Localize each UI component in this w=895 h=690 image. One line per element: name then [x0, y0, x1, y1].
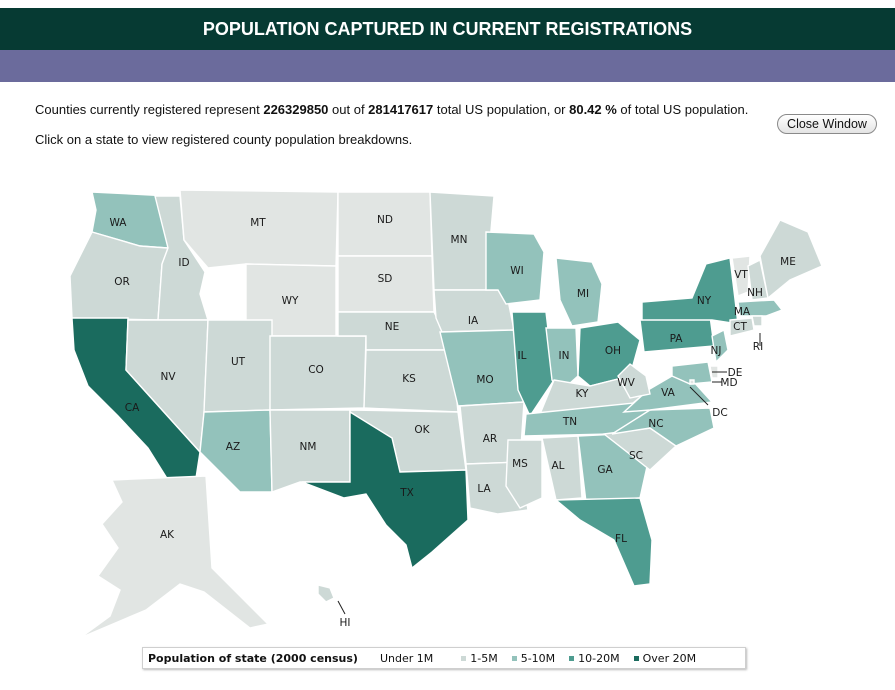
state-label-de: DE — [728, 367, 743, 379]
state-nm[interactable] — [269, 409, 351, 493]
sub-header-bar — [0, 50, 895, 82]
legend-item: Over 20M — [633, 651, 697, 665]
state-co[interactable] — [269, 335, 367, 411]
legend-label: Under 1M — [379, 651, 434, 665]
state-vt[interactable] — [731, 255, 751, 297]
instruction-text: Click on a state to view registered coun… — [35, 132, 413, 147]
legend-item: 5-10M — [511, 651, 556, 665]
legend-item: 1-5M — [461, 651, 498, 665]
us-state-map: WA OR CA ID NV MT WY UT AZ CO NM ND SD NE KS OK TX MN IA MO… — [0, 180, 895, 640]
legend-item: 10-20M — [569, 651, 620, 665]
summary-suffix: total US population, or — [433, 102, 570, 117]
state-wi[interactable] — [485, 231, 545, 305]
state-ms[interactable] — [505, 439, 543, 509]
total-population-value: 281417617 — [368, 102, 434, 117]
state-sd[interactable] — [337, 255, 435, 313]
state-tx[interactable] — [301, 410, 469, 570]
state-mt[interactable] — [179, 189, 339, 269]
state-az[interactable] — [199, 409, 273, 493]
state-me[interactable] — [759, 219, 823, 300]
legend-swatch — [511, 655, 517, 661]
legend-label: Over 20M — [642, 651, 697, 665]
state-ma[interactable] — [737, 299, 784, 317]
state-label-dc: DC — [712, 407, 727, 419]
page-title: POPULATION CAPTURED IN CURRENT REGISTRAT… — [0, 8, 895, 50]
legend-label: 10-20M — [578, 651, 620, 665]
population-summary: Counties currently registered represent … — [35, 102, 748, 117]
state-al[interactable] — [541, 435, 583, 501]
state-mn[interactable] — [429, 191, 495, 291]
legend-label: 1-5M — [470, 651, 498, 665]
state-nj[interactable] — [711, 328, 729, 364]
state-label-ri: RI — [753, 341, 763, 353]
state-ny[interactable] — [641, 257, 739, 325]
state-ut[interactable] — [203, 319, 273, 413]
map-svg: WAORCAIDNVMTWYUTAZCONMNDSDNEKSOKTXMNIAMO… — [69, 189, 823, 639]
state-mi[interactable] — [555, 257, 603, 327]
state-fl[interactable] — [554, 497, 653, 587]
hi-leader-line — [337, 600, 346, 615]
map-legend: Population of state (2000 census) Under … — [142, 647, 746, 669]
summary-middle: out of — [328, 102, 369, 117]
legend-label: 5-10M — [520, 651, 556, 665]
state-nd[interactable] — [337, 191, 433, 257]
state-dc[interactable] — [689, 379, 695, 385]
state-pa[interactable] — [639, 315, 715, 353]
legend-swatch — [569, 655, 575, 661]
state-ct[interactable] — [729, 317, 755, 337]
summary-prefix: Counties currently registered represent — [35, 102, 264, 117]
legend-swatch — [633, 655, 639, 661]
percent-value: 80.42 % — [569, 102, 617, 117]
legend-title: Population of state (2000 census) — [148, 651, 358, 665]
summary-end: of total US population. — [616, 102, 749, 117]
state-ks[interactable] — [363, 349, 459, 413]
state-wv[interactable] — [617, 363, 651, 399]
state-hi[interactable] — [317, 584, 335, 603]
state-il[interactable] — [511, 311, 555, 418]
state-label-hi: HI — [340, 617, 351, 629]
registered-population-value: 226329850 — [263, 102, 329, 117]
state-ak[interactable] — [79, 475, 270, 639]
state-md[interactable] — [671, 361, 713, 385]
close-window-button[interactable]: Close Window — [777, 114, 877, 134]
dc-leader-line — [689, 386, 709, 406]
legend-item: Under 1M — [380, 652, 447, 665]
state-label-md: MD — [720, 377, 737, 389]
legend-swatch — [461, 655, 467, 661]
